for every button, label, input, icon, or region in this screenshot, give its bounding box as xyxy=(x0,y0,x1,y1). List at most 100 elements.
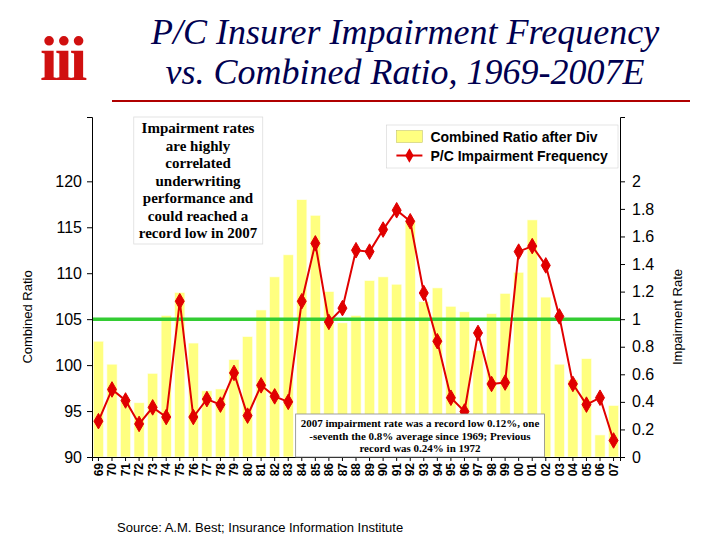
bar xyxy=(229,360,239,457)
annotation: Impairment ratesare highlycorrelatedunde… xyxy=(134,117,263,244)
x-tick-label: 84 xyxy=(295,463,309,477)
marker xyxy=(352,242,361,258)
plot-area xyxy=(92,117,620,457)
x-tick-mark xyxy=(274,457,275,461)
marker xyxy=(121,393,130,409)
marker xyxy=(501,375,510,391)
x-tick: 05 xyxy=(580,457,594,476)
y-tick-mark xyxy=(87,457,92,458)
x-tick-label: 79 xyxy=(227,463,241,477)
x-tick-mark xyxy=(572,457,573,461)
x-tick-mark xyxy=(356,457,357,461)
x-tick-label: 70 xyxy=(105,463,119,477)
marker xyxy=(243,408,252,424)
marker xyxy=(162,409,171,425)
bar xyxy=(256,310,266,457)
x-tick-label: 71 xyxy=(119,463,133,477)
y-tick: 90 xyxy=(64,449,92,466)
legend-box xyxy=(386,125,618,168)
x-tick: 92 xyxy=(403,457,417,476)
bar xyxy=(188,343,198,457)
marker xyxy=(474,325,483,341)
x-tick: 81 xyxy=(254,457,268,476)
annotation-text: record low in 2007 xyxy=(139,225,258,241)
marker xyxy=(487,376,496,392)
x-tick-mark xyxy=(206,457,207,461)
x-tick: 04 xyxy=(566,457,580,476)
x-tick-label: 05 xyxy=(580,463,594,477)
marker xyxy=(338,300,347,316)
x-tick: 90 xyxy=(376,457,390,476)
x-tick: 02 xyxy=(539,457,553,476)
marker xyxy=(392,202,401,218)
marker xyxy=(419,285,428,301)
y2-tick-mark xyxy=(620,209,625,210)
x-tick-label: 75 xyxy=(173,463,187,477)
y-tick: 95 xyxy=(64,403,92,420)
annotation-text: underwriting xyxy=(155,173,241,189)
x-tick-label: 02 xyxy=(539,463,553,477)
x-tick-label: 88 xyxy=(349,463,363,477)
marker xyxy=(148,400,157,416)
x-tick-mark xyxy=(111,457,112,461)
x-axis-line xyxy=(93,458,621,462)
x-tick: 87 xyxy=(336,457,350,476)
x-tick: 89 xyxy=(363,457,377,476)
annotation-text: -seventh the 0.8% average since 1969; Pr… xyxy=(309,430,531,442)
y2-tick: 1.4 xyxy=(620,256,654,273)
marker xyxy=(514,244,523,260)
x-tick-label: 03 xyxy=(553,463,567,477)
x-tick-mark xyxy=(559,457,560,461)
x-tick-label: 77 xyxy=(200,463,214,477)
marker xyxy=(528,238,537,254)
x-tick-mark xyxy=(152,457,153,461)
x-tick-mark xyxy=(491,457,492,461)
annotation-text: 2007 impairment rate was a record low 0.… xyxy=(301,417,540,429)
x-tick-mark xyxy=(600,457,601,461)
bar xyxy=(175,293,185,457)
x-tick: 74 xyxy=(159,457,173,476)
marker xyxy=(568,376,577,392)
marker xyxy=(257,378,266,394)
y-tick: 115 xyxy=(56,219,92,236)
y2-axis-line xyxy=(621,118,626,458)
x-tick: 07 xyxy=(607,457,621,476)
x-tick-mark xyxy=(586,457,587,461)
legend-marker xyxy=(405,148,413,162)
bar xyxy=(270,277,280,457)
y-tick-mark xyxy=(87,273,92,274)
y2-tick-mark xyxy=(620,292,625,293)
y2-tick-mark xyxy=(620,264,625,265)
x-tick-mark xyxy=(288,457,289,461)
x-tick: 85 xyxy=(309,457,323,476)
marker xyxy=(135,416,144,432)
x-tick-label: 82 xyxy=(268,463,282,477)
y2-tick-mark xyxy=(620,319,625,320)
y2-axis: 00.20.40.60.811.21.41.61.82 xyxy=(620,118,654,466)
x-tick-mark xyxy=(328,457,329,461)
annotation: 2007 impairment rate was a record low 0.… xyxy=(296,414,545,457)
x-tick-label: 94 xyxy=(431,463,445,477)
x-tick-mark xyxy=(193,457,194,461)
x-tick-mark xyxy=(98,457,99,461)
bar xyxy=(283,255,293,457)
x-tick-label: 83 xyxy=(281,463,295,477)
x-tick-mark xyxy=(545,457,546,461)
x-tick: 01 xyxy=(525,457,539,476)
x-tick-label: 00 xyxy=(512,463,526,477)
marker xyxy=(609,433,618,449)
x-tick-mark xyxy=(125,457,126,461)
marker xyxy=(297,293,306,309)
x-tick-mark xyxy=(261,457,262,461)
x-tick-mark xyxy=(518,457,519,461)
x-tick-mark xyxy=(166,457,167,461)
x-tick-label: 96 xyxy=(458,463,472,477)
marker xyxy=(216,397,225,413)
x-tick: 97 xyxy=(471,457,485,476)
marker xyxy=(270,389,279,405)
y2-tick: 0.8 xyxy=(620,338,654,355)
marker xyxy=(311,236,320,252)
y2-tick: 1.8 xyxy=(620,201,654,218)
x-tick: 95 xyxy=(444,457,458,476)
x-tick-label: 81 xyxy=(254,463,268,477)
